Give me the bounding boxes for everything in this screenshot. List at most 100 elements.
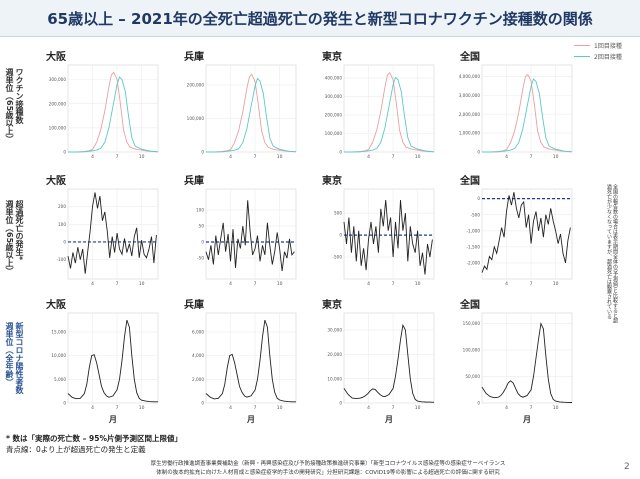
y-tick-label: -100 bbox=[56, 257, 66, 262]
y-tick-label: 400,000 bbox=[325, 76, 343, 81]
x-tick-label: 4 bbox=[91, 281, 94, 287]
x-tick-label: 4 bbox=[505, 405, 508, 411]
y-tick-label: 300,000 bbox=[49, 77, 67, 82]
legend-label-dose1: 1回目接種 bbox=[594, 43, 622, 50]
x-tick-label: 10 bbox=[415, 281, 421, 287]
x-tick-label: 7 bbox=[116, 281, 119, 287]
chart-panel: -2,000 -1,500 -1,000 -500 0 4 7 10 bbox=[467, 188, 573, 287]
y-tick-label: 10,000 bbox=[327, 376, 342, 381]
y-tick-label: -500 bbox=[332, 255, 342, 260]
series-line-dose2 bbox=[344, 76, 435, 153]
y-tick-label: 4,000,000 bbox=[459, 74, 481, 79]
y-tick-label: -1,500 bbox=[467, 244, 481, 249]
footnote-threshold: 青点線：0より上が超過死亡の発生と定義 bbox=[6, 445, 146, 454]
legend-item-dose1: 1回目接種 bbox=[574, 40, 622, 51]
y-tick-label: 30,000 bbox=[327, 328, 342, 333]
y-tick-label: 300,000 bbox=[325, 94, 343, 99]
series-line bbox=[205, 200, 295, 272]
panel-title: 兵庫 bbox=[184, 52, 204, 63]
x-tick-label: 7 bbox=[254, 405, 257, 411]
x-tick-label: 10 bbox=[139, 405, 145, 411]
y-tick-label: 5,000 bbox=[54, 377, 66, 382]
y-tick-label: 100 bbox=[196, 207, 204, 212]
panel-title: 東京 bbox=[322, 300, 342, 311]
y-tick-label: 10,000 bbox=[51, 353, 66, 358]
series-line bbox=[67, 192, 157, 274]
series-line bbox=[343, 199, 433, 275]
legend-swatch-dose2 bbox=[574, 56, 590, 57]
row-label-excess-death: 超過死亡の発生* 週単位（65歳以上） bbox=[5, 200, 24, 276]
x-tick-label: 7 bbox=[530, 154, 533, 160]
x-tick-label: 4 bbox=[505, 154, 508, 160]
x-tick-label: 10 bbox=[553, 154, 559, 160]
chart-panel: 0 100,000 200,000 4 7 10 bbox=[187, 64, 297, 160]
y-tick-label: 50,000 bbox=[465, 374, 480, 379]
series-line-dose1 bbox=[206, 73, 297, 153]
x-tick-label: 4 bbox=[367, 281, 370, 287]
y-tick-label: 4,000 bbox=[192, 353, 204, 358]
x-tick-label: 10 bbox=[553, 405, 559, 411]
x-tick-label: 7 bbox=[116, 154, 119, 160]
x-tick-label: 7 bbox=[392, 281, 395, 287]
panel-title: 大阪 bbox=[46, 300, 66, 311]
legend-label-dose2: 2回目接種 bbox=[594, 54, 622, 61]
footnote-definition: * 数は「実際の死亡数 – 95%片側予測区間上限値」 bbox=[6, 434, 182, 443]
y-tick-label: 0 bbox=[63, 401, 66, 406]
y-tick-label: 100,000 bbox=[187, 116, 205, 121]
panel-title: 全国 bbox=[460, 176, 480, 187]
x-tick-label: 7 bbox=[530, 281, 533, 287]
side-note: 全国の報告数の場合は表示期間全体の(予測値)と比較すると超過死亡が少なくなってい… bbox=[606, 184, 618, 323]
y-tick-label: 2,000 bbox=[192, 377, 204, 382]
panel-title: 兵庫 bbox=[184, 300, 204, 311]
credit-line-2: 体制の抜本的拡充に向けた人材育成と感染症疫学的手法の開発研究」分担研究課題：CO… bbox=[156, 470, 500, 476]
chart-panel: -500 0 500 4 7 10 bbox=[332, 188, 435, 287]
y-tick-label: 0 bbox=[477, 401, 480, 406]
plot-area bbox=[481, 312, 573, 404]
plot-area bbox=[481, 188, 573, 280]
x-tick-label: 10 bbox=[553, 281, 559, 287]
x-tick-label: 10 bbox=[139, 154, 145, 160]
y-tick-label: -500 bbox=[470, 212, 480, 217]
y-tick-label: 200,000 bbox=[325, 113, 343, 118]
y-tick-label: 3,000,000 bbox=[459, 93, 481, 98]
series-line-dose2 bbox=[206, 77, 297, 153]
y-tick-label: 0 bbox=[63, 240, 66, 245]
y-tick-label: 6,000 bbox=[192, 330, 204, 335]
title-bar bbox=[0, 0, 640, 37]
y-tick-label: 100,000 bbox=[49, 125, 67, 130]
panel-title: 大阪 bbox=[46, 176, 66, 187]
x-axis-label: 月 bbox=[109, 415, 117, 424]
x-tick-label: 4 bbox=[367, 405, 370, 411]
x-axis-label: 月 bbox=[385, 415, 393, 424]
y-tick-label: 20,000 bbox=[327, 352, 342, 357]
series-line-dose2 bbox=[68, 76, 159, 153]
y-tick-label: 0 bbox=[339, 233, 342, 238]
plot-area bbox=[205, 312, 297, 404]
series-line-dose2 bbox=[482, 78, 573, 153]
legend-item-dose2: 2回目接種 bbox=[574, 51, 622, 62]
x-tick-label: 10 bbox=[277, 281, 283, 287]
x-tick-label: 7 bbox=[392, 154, 395, 160]
y-tick-label: 0 bbox=[201, 401, 204, 406]
panel-title: 全国 bbox=[460, 52, 480, 63]
x-tick-label: 4 bbox=[91, 154, 94, 160]
plot-area bbox=[67, 188, 159, 280]
legend: 1回目接種 2回目接種 bbox=[574, 40, 622, 62]
x-tick-label: 4 bbox=[229, 405, 232, 411]
x-tick-label: 10 bbox=[277, 405, 283, 411]
series-line-dose1 bbox=[482, 73, 573, 153]
chart-panel: -50 0 50 100 4 7 10 bbox=[196, 188, 297, 287]
y-tick-label: -50 bbox=[197, 256, 204, 261]
legend-swatch-dose1 bbox=[574, 45, 590, 46]
chart-panel: 0 2,000 4,000 6,000 4 7 10 bbox=[192, 312, 297, 411]
x-tick-label: 10 bbox=[415, 405, 421, 411]
y-tick-label: 2,000,000 bbox=[459, 112, 481, 117]
chart-panel: 0 100,000 200,000 300,000 4 7 10 bbox=[49, 64, 159, 160]
credit-line-1: 厚生労働行政推進調査事業費補助金（新興・再興感染症及び予防接種政策推進研究事業）… bbox=[150, 461, 506, 467]
y-tick-label: 0 bbox=[201, 240, 204, 245]
y-tick-label: 1,000,000 bbox=[459, 131, 481, 136]
y-tick-label: 50 bbox=[199, 224, 205, 229]
chart-panel: 0 10,000 20,000 30,000 4 7 10 bbox=[327, 312, 435, 411]
chart-panel: 0 1,000,000 2,000,000 3,000,000 4,000,000 4 7 1… bbox=[459, 64, 573, 160]
panel-title: 東京 bbox=[322, 176, 342, 187]
